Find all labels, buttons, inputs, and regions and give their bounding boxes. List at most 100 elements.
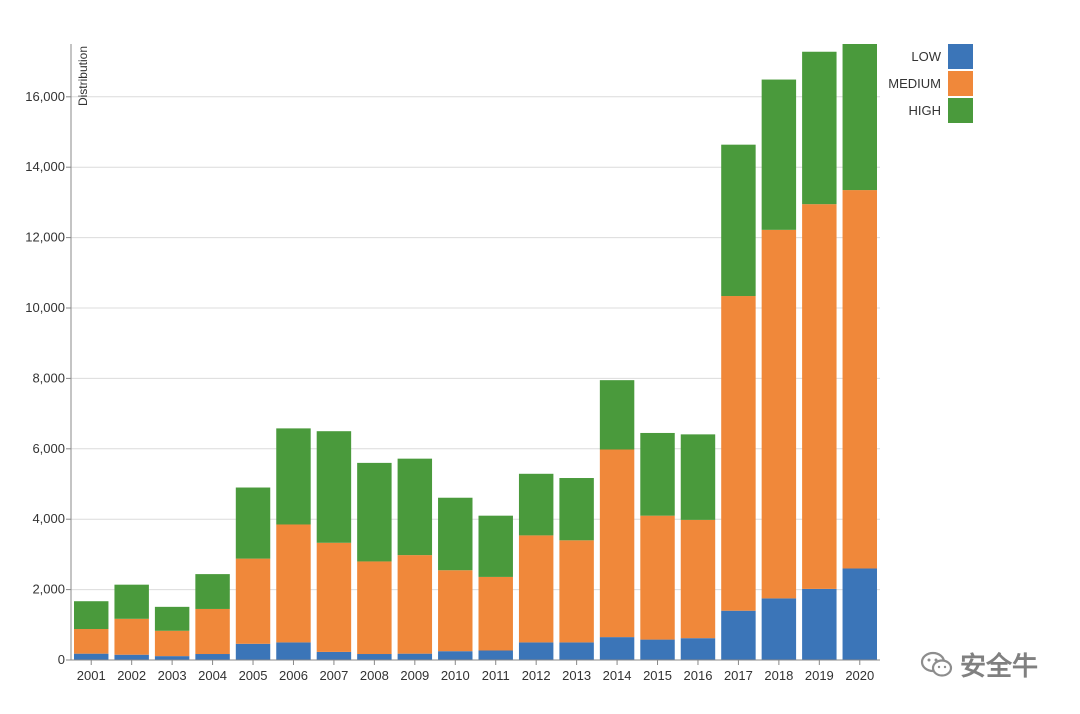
bar-medium-2012 [518,535,554,643]
bar-high-2009 [397,458,433,556]
bar-high-2001 [74,601,109,630]
bar-medium-2017 [721,296,756,611]
bar-high-2013 [559,478,594,541]
wechat-icon [920,651,954,679]
x-tick-label: 2016 [684,668,713,683]
x-tick-label: 2012 [522,668,551,683]
bar-low-2008 [357,654,392,660]
x-tick-label: 2019 [805,668,834,683]
x-tick-label: 2001 [77,668,106,683]
bar-medium-2013 [559,540,594,643]
y-axis-title: Distribution [76,46,90,106]
bar-high-2004 [195,574,230,609]
bar-medium-2003 [154,630,190,657]
legend-label-low: LOW [911,49,941,64]
bar-low-2018 [761,598,797,660]
x-tick-label: 2007 [319,668,348,683]
bar-medium-2019 [802,204,837,589]
bar-high-2015 [640,432,675,516]
bar-low-2014 [599,637,635,660]
x-tick-label: 2014 [603,668,632,683]
axes [70,44,880,661]
bar-medium-2006 [276,524,311,643]
bar-high-2002 [114,584,149,619]
y-tick-label: 12,000 [25,230,65,245]
x-tick-label: 2002 [117,668,146,683]
bar-low-2010 [438,651,473,660]
legend-swatch-medium [948,71,973,96]
legend-label-medium: MEDIUM [888,76,941,91]
x-tick-label: 2009 [400,668,429,683]
bar-low-2017 [721,610,756,660]
legend-label-high: HIGH [909,103,942,118]
bar-low-2004 [195,654,230,660]
x-tick-label: 2008 [360,668,389,683]
y-tick-labels: 0 2,000 4,000 6,000 8,000 10,000 12,000 14,000 1… [25,89,71,667]
x-tick-label: 2006 [279,668,308,683]
bar-high-2006 [276,428,311,525]
legend-swatch-high [948,98,973,123]
bar-high-2017 [721,144,756,297]
bar-high-2010 [438,497,473,571]
y-tick-label: 16,000 [25,89,65,104]
bar-high-2016 [680,434,716,520]
bar-low-2012 [518,642,554,660]
bar-medium-2002 [114,618,149,655]
bars [74,44,877,660]
y-tick-label: 6,000 [32,441,65,456]
bar-medium-2009 [397,555,433,654]
x-tick-label: 2017 [724,668,753,683]
x-tick-label: 2004 [198,668,227,683]
bar-medium-2020 [842,190,877,569]
bar-low-2019 [802,588,837,660]
bar-high-2020 [842,44,877,191]
y-tick-label: 14,000 [25,159,65,174]
watermark: 安全牛 [920,646,1038,683]
y-tick-label: 10,000 [25,300,65,315]
x-tick-label: 2013 [562,668,591,683]
bar-medium-2004 [195,608,230,655]
legend-swatch-low [948,44,973,69]
bar-high-2003 [154,606,190,631]
bar-low-2007 [316,651,352,660]
bar-low-2009 [397,653,433,660]
x-tick-labels: 2001 2002 2003 2004 2005 2006 2007 2008 2009 2010… [77,660,874,683]
x-tick-label: 2003 [158,668,187,683]
x-tick-label: 2020 [845,668,874,683]
bar-medium-2014 [599,449,635,638]
bar-high-2005 [235,487,271,559]
bar-high-2014 [599,380,635,450]
bar-low-2002 [114,654,149,660]
bar-medium-2001 [74,629,109,654]
bar-low-2016 [680,638,716,660]
bar-high-2019 [802,51,837,205]
y-tick-label: 2,000 [32,582,65,597]
bar-medium-2005 [235,558,271,644]
bar-high-2012 [518,473,554,536]
x-tick-label: 2005 [239,668,268,683]
y-tick-label: 0 [58,652,65,667]
bar-high-2018 [761,79,797,230]
bar-low-2020 [842,568,877,660]
bar-medium-2007 [316,542,352,652]
y-tick-label: 4,000 [32,511,65,526]
bar-low-2006 [276,642,311,660]
grid-lines [71,96,880,591]
bar-medium-2018 [761,229,797,599]
bar-medium-2008 [357,561,392,655]
bar-low-2013 [559,642,594,660]
x-tick-label: 2010 [441,668,470,683]
watermark-text: 安全牛 [960,652,1039,682]
legend: LOW MEDIUM HIGH [888,44,973,123]
y-tick-label: 8,000 [32,370,65,385]
bar-medium-2015 [640,515,675,640]
bar-medium-2016 [680,519,716,639]
bar-low-2001 [74,653,109,660]
bar-low-2003 [154,656,190,660]
x-tick-label: 2011 [482,668,510,683]
bar-low-2011 [478,650,513,660]
bar-low-2005 [235,643,271,660]
bar-medium-2010 [438,570,473,652]
bar-high-2011 [478,515,513,577]
